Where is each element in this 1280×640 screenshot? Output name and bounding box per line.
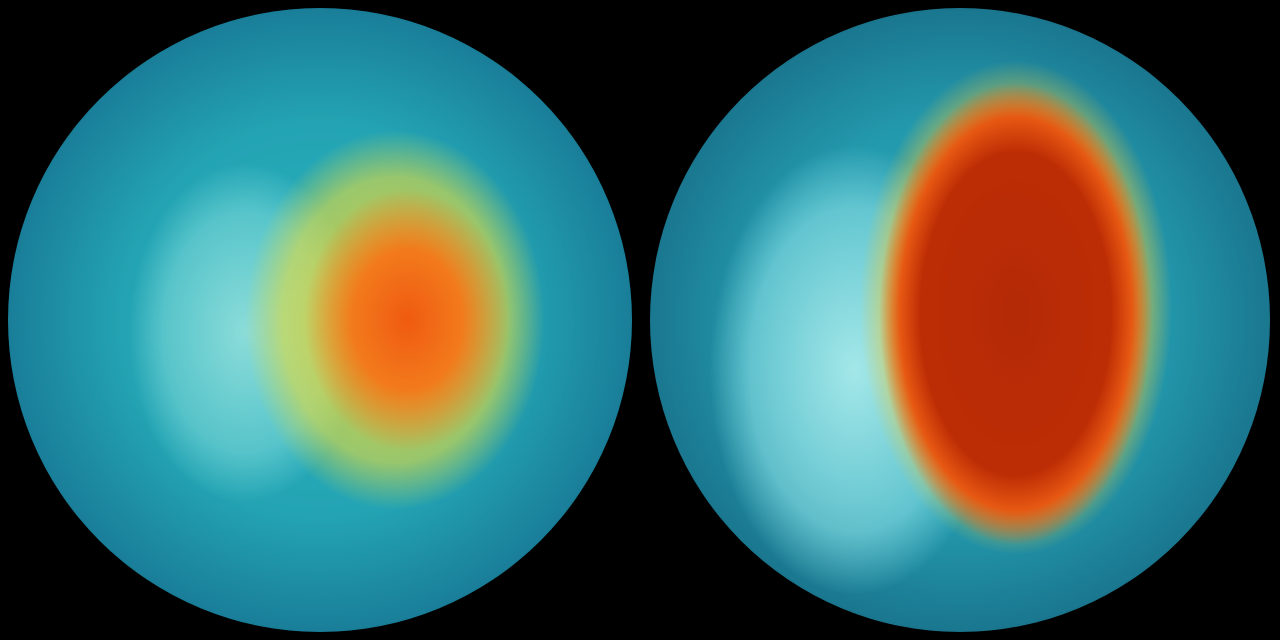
left-globe-visualization	[8, 8, 632, 632]
globe-edge-shading	[8, 8, 632, 632]
globe-edge-shading	[650, 8, 1270, 632]
right-globe-visualization	[650, 8, 1270, 632]
